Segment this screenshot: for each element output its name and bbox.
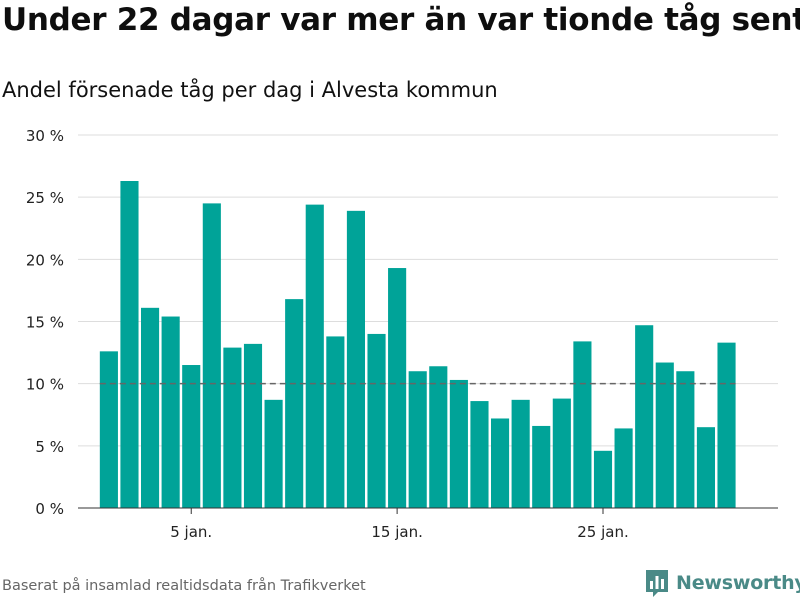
- bar: [635, 325, 654, 508]
- bar: [141, 307, 160, 508]
- bar: [161, 316, 180, 508]
- chart-title: Under 22 dagar var mer än var tionde tåg…: [2, 2, 800, 38]
- newsworthy-logo-icon: [646, 570, 668, 597]
- newsworthy-logo: Newsworthy: [644, 568, 800, 598]
- bar: [264, 399, 283, 508]
- bar: [305, 204, 324, 509]
- bar: [120, 181, 139, 508]
- bar: [511, 399, 530, 508]
- y-tick-label: 30 %: [26, 127, 64, 145]
- bar: [223, 347, 242, 508]
- chart-subtitle: Andel försenade tåg per dag i Alvesta ko…: [2, 78, 498, 102]
- bar: [655, 362, 674, 508]
- bar: [614, 428, 633, 508]
- bar: [182, 365, 201, 508]
- newsworthy-logo-text: Newsworthy: [676, 572, 800, 594]
- bar: [99, 351, 118, 508]
- bar: [285, 299, 304, 508]
- y-tick-label: 0 %: [35, 500, 64, 518]
- bar: [676, 371, 695, 508]
- y-tick-label: 15 %: [26, 314, 64, 332]
- y-tick-label: 20 %: [26, 251, 64, 269]
- bar: [717, 342, 736, 508]
- bar: [449, 379, 468, 508]
- x-tick-label: 25 jan.: [577, 523, 629, 541]
- bar: [593, 450, 613, 508]
- x-tick-label: 15 jan.: [371, 523, 423, 541]
- bar: [573, 341, 592, 508]
- bar: [429, 366, 448, 508]
- y-tick-label: 25 %: [26, 189, 64, 207]
- bar: [346, 210, 365, 509]
- bar: [367, 333, 386, 508]
- bar: [202, 203, 221, 508]
- bar: [388, 268, 407, 508]
- bar: [326, 336, 345, 508]
- bar: [470, 401, 489, 508]
- y-tick-label: 10 %: [26, 376, 64, 394]
- bar: [243, 343, 263, 508]
- x-tick-label: 5 jan.: [170, 523, 212, 541]
- bar: [491, 418, 510, 508]
- source-note: Baserat på insamlad realtidsdata från Tr…: [2, 578, 366, 594]
- bar: [696, 427, 715, 508]
- bar: [532, 425, 551, 508]
- bar: [408, 371, 427, 508]
- y-tick-label: 5 %: [35, 438, 64, 456]
- bar: [552, 398, 571, 508]
